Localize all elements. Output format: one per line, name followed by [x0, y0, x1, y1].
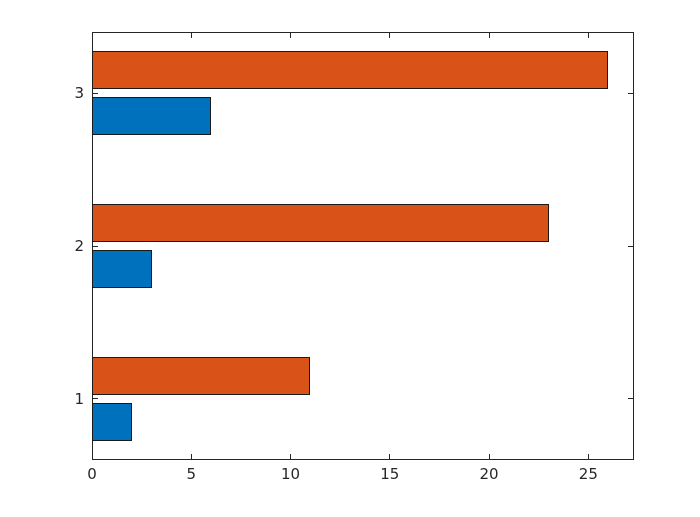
x-tick-label: 10 — [280, 465, 301, 483]
x-tick-mark-top — [587, 33, 589, 38]
x-tick-mark-top — [91, 33, 93, 38]
x-tick-label: 20 — [479, 465, 499, 483]
bar-series-1-category-1 — [92, 402, 132, 441]
bar-series-1-category-2 — [92, 249, 152, 289]
x-tick-mark-top — [389, 33, 391, 38]
x-tick-mark-top — [488, 33, 490, 38]
bar-series-2-category-2 — [92, 203, 549, 243]
x-tick-label: 5 — [186, 465, 197, 483]
y-tick-mark — [93, 398, 98, 400]
y-tick-mark-right — [628, 245, 633, 247]
plot-area — [92, 32, 634, 460]
y-tick-mark-right — [628, 92, 633, 94]
x-tick-mark — [389, 454, 391, 459]
x-tick-mark — [91, 454, 93, 459]
x-tick-mark — [587, 454, 589, 459]
y-tick-label: 2 — [74, 237, 84, 255]
y-tick-label: 1 — [74, 389, 84, 408]
x-tick-mark-top — [190, 33, 192, 38]
x-tick-mark — [488, 454, 490, 459]
x-tick-mark — [190, 454, 192, 459]
y-tick-mark — [93, 92, 98, 94]
bar-series-2-category-1 — [92, 356, 311, 396]
x-tick-label: 15 — [380, 465, 400, 483]
y-tick-mark — [93, 245, 98, 247]
bar-series-1-category-3 — [92, 96, 212, 136]
y-tick-label: 3 — [74, 84, 84, 103]
x-tick-mark-top — [290, 33, 292, 38]
y-tick-mark-right — [628, 398, 633, 400]
bar-series-2-category-3 — [92, 51, 609, 90]
x-tick-label: 0 — [87, 465, 97, 483]
x-tick-label: 25 — [578, 465, 598, 483]
x-tick-mark — [290, 454, 292, 459]
